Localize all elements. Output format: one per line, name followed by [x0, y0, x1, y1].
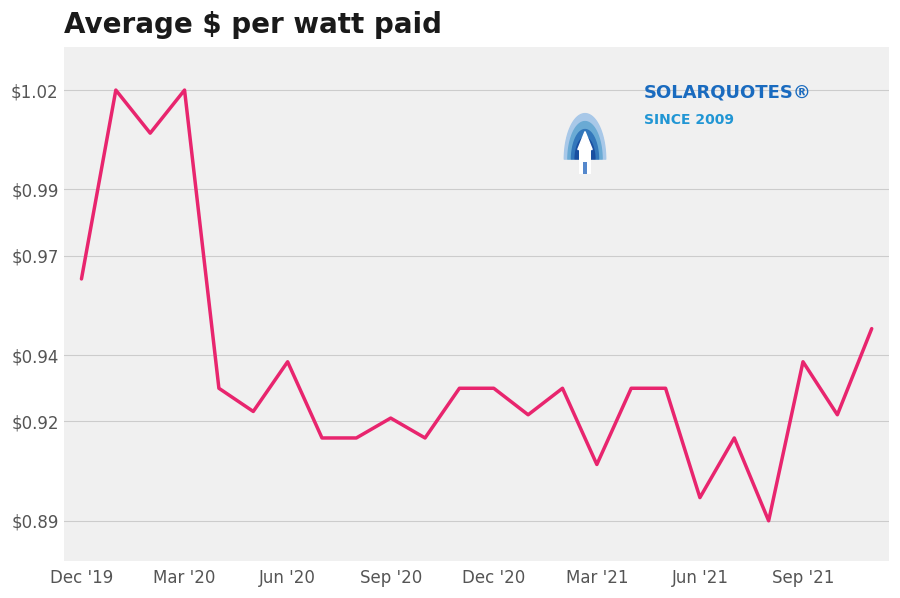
Text: Average $ per watt paid: Average $ per watt paid: [64, 11, 442, 39]
Polygon shape: [568, 121, 602, 160]
Text: SINCE 2009: SINCE 2009: [644, 112, 734, 127]
Polygon shape: [564, 114, 606, 160]
FancyBboxPatch shape: [580, 150, 590, 175]
Polygon shape: [575, 138, 595, 160]
Polygon shape: [540, 160, 630, 179]
Text: SOLARQUOTES®: SOLARQUOTES®: [644, 84, 812, 102]
Polygon shape: [572, 130, 598, 160]
Polygon shape: [578, 132, 592, 150]
FancyBboxPatch shape: [583, 163, 587, 175]
